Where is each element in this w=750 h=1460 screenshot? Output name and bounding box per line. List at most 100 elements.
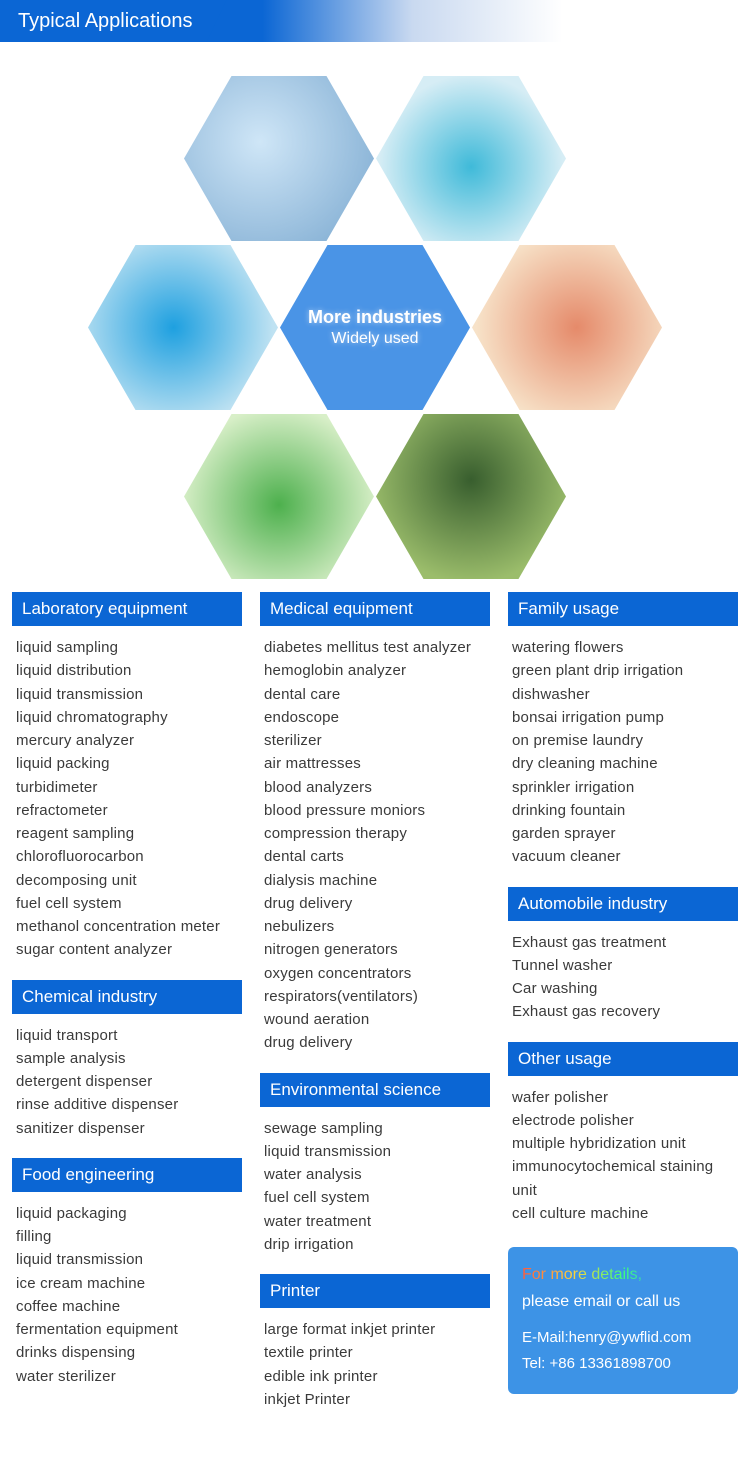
list-item: liquid packaging	[16, 1202, 238, 1225]
item-list: watering flowersgreen plant drip irrigat…	[508, 634, 738, 875]
list-item: endoscope	[264, 706, 486, 729]
list-item: oxygen concentrators	[264, 962, 486, 985]
hex-beaker-icon	[376, 76, 566, 241]
list-item: cell culture machine	[512, 1202, 734, 1225]
category-header: Family usage	[508, 592, 738, 626]
list-item: liquid transmission	[16, 1248, 238, 1271]
category-header: Printer	[260, 1274, 490, 1308]
list-item: turbidimeter	[16, 776, 238, 799]
item-list: Exhaust gas treatmentTunnel washerCar wa…	[508, 929, 738, 1030]
columns-container: Laboratory equipmentliquid samplingliqui…	[0, 592, 750, 1437]
list-item: inkjet Printer	[264, 1388, 486, 1411]
contact-tel: Tel: +86 13361898700	[522, 1351, 724, 1377]
list-item: blood pressure moniors	[264, 799, 486, 822]
list-item: chlorofluorocarbon decomposing unit	[16, 845, 238, 892]
hexagon-cluster: More industries Widely used	[0, 62, 750, 592]
contact-box: For more details,please email or call us…	[508, 1247, 738, 1394]
category-header: Other usage	[508, 1042, 738, 1076]
page-title: Typical Applications	[0, 0, 227, 42]
list-item: liquid sampling	[16, 636, 238, 659]
list-item: drug delivery	[264, 892, 486, 915]
list-item: blood analyzers	[264, 776, 486, 799]
list-item: respirators(ventilators)	[264, 985, 486, 1008]
list-item: immunocytochemical staining unit	[512, 1155, 734, 1202]
category-header: Food engineering	[12, 1158, 242, 1192]
category-header: Medical equipment	[260, 592, 490, 626]
list-item: Car washing	[512, 977, 734, 1000]
list-item: sewage sampling	[264, 1117, 486, 1140]
column: Laboratory equipmentliquid samplingliqui…	[12, 592, 242, 1417]
hex-center-line2: Widely used	[331, 330, 418, 348]
item-list: liquid samplingliquid distributionliquid…	[12, 634, 242, 968]
list-item: fuel cell system	[264, 1186, 486, 1209]
list-item: edible ink printer	[264, 1365, 486, 1388]
list-item: dialysis machine	[264, 869, 486, 892]
list-item: liquid packing	[16, 752, 238, 775]
list-item: Exhaust gas treatment	[512, 931, 734, 954]
list-item: textile printer	[264, 1341, 486, 1364]
list-item: sample analysis	[16, 1047, 238, 1070]
list-item: watering flowers	[512, 636, 734, 659]
list-item: liquid chromatography	[16, 706, 238, 729]
list-item: large format inkjet printer	[264, 1318, 486, 1341]
hex-flask-icon	[88, 245, 278, 410]
contact-lead2: please email or call us	[522, 1288, 724, 1315]
list-item: wafer polisher	[512, 1086, 734, 1109]
list-item: drinks dispensing	[16, 1341, 238, 1364]
list-item: liquid transmission	[16, 683, 238, 706]
list-item: liquid distribution	[16, 659, 238, 682]
list-item: detergent dispenser	[16, 1070, 238, 1093]
list-item: mercury analyzer	[16, 729, 238, 752]
list-item: nitrogen generators	[264, 938, 486, 961]
item-list: sewage samplingliquid transmissionwater …	[260, 1115, 490, 1263]
hex-food-icon	[472, 245, 662, 410]
page-header: Typical Applications	[0, 0, 750, 42]
list-item: sterilizer	[264, 729, 486, 752]
hex-lab-equipment-icon	[184, 76, 374, 241]
list-item: multiple hybridization unit	[512, 1132, 734, 1155]
list-item: drug delivery	[264, 1031, 486, 1054]
list-item: air mattresses	[264, 752, 486, 775]
list-item: on premise laundry	[512, 729, 734, 752]
hex-center: More industries Widely used	[280, 245, 470, 410]
list-item: compression therapy	[264, 822, 486, 845]
list-item: sprinkler irrigation	[512, 776, 734, 799]
hex-sprinkler-icon	[376, 414, 566, 579]
list-item: liquid transport	[16, 1024, 238, 1047]
list-item: drinking fountain	[512, 799, 734, 822]
item-list: wafer polisherelectrode polishermultiple…	[508, 1084, 738, 1232]
contact-lead1: For more details,	[522, 1261, 724, 1288]
column: Family usage watering flowersgreen plant …	[508, 592, 738, 1417]
list-item: wound aeration	[264, 1008, 486, 1031]
item-list: diabetes mellitus test analyzerhemoglobi…	[260, 634, 490, 1061]
list-item: reagent sampling	[16, 822, 238, 845]
list-item: methanol concentration meter	[16, 915, 238, 938]
list-item: liquid transmission	[264, 1140, 486, 1163]
list-item: sanitizer dispenser	[16, 1117, 238, 1140]
list-item: diabetes mellitus test analyzer	[264, 636, 486, 659]
list-item: bonsai irrigation pump	[512, 706, 734, 729]
list-item: filling	[16, 1225, 238, 1248]
item-list: liquid packagingfillingliquid transmissi…	[12, 1200, 242, 1394]
list-item: electrode polisher	[512, 1109, 734, 1132]
list-item: refractometer	[16, 799, 238, 822]
list-item: hemoglobin analyzer	[264, 659, 486, 682]
category-header: Chemical industry	[12, 980, 242, 1014]
list-item: fermentation equipment	[16, 1318, 238, 1341]
hex-center-line1: More industries	[308, 307, 442, 328]
list-item: rinse additive dispenser	[16, 1093, 238, 1116]
list-item: dry cleaning machine	[512, 752, 734, 775]
item-list: liquid transportsample analysisdetergent…	[12, 1022, 242, 1146]
list-item: coffee machine	[16, 1295, 238, 1318]
category-header: Laboratory equipment	[12, 592, 242, 626]
list-item: water sterilizer	[16, 1365, 238, 1388]
list-item: nebulizers	[264, 915, 486, 938]
column: Medical equipment diabetes mellitus test …	[260, 592, 490, 1417]
list-item: vacuum cleaner	[512, 845, 734, 868]
list-item: dental care	[264, 683, 486, 706]
list-item: green plant drip irrigation	[512, 659, 734, 682]
list-item: dishwasher	[512, 683, 734, 706]
list-item: ice cream machine	[16, 1272, 238, 1295]
category-header: Automobile industry	[508, 887, 738, 921]
list-item: Exhaust gas recovery	[512, 1000, 734, 1023]
